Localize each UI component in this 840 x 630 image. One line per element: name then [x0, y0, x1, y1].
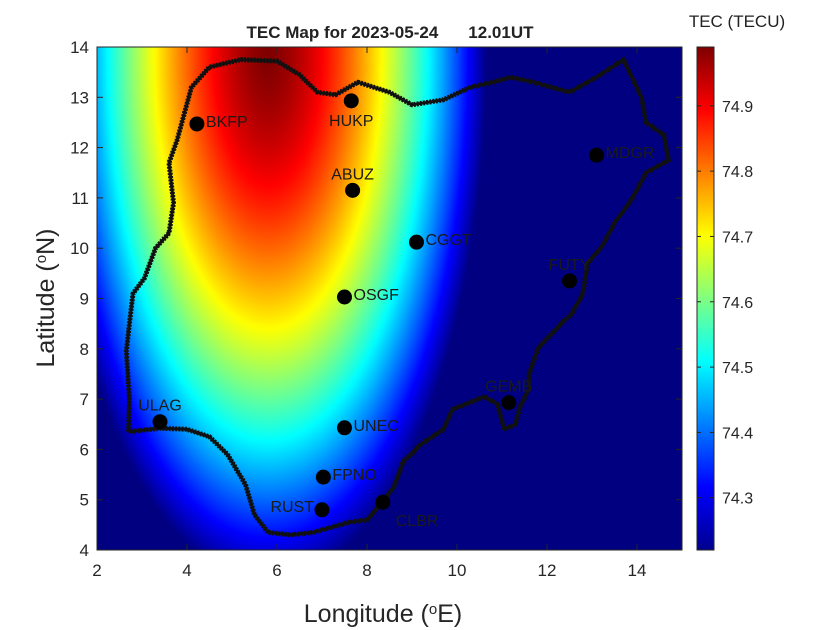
x-tick-label: 4 — [182, 561, 191, 580]
y-tick-label: 13 — [70, 88, 89, 107]
station-clbr: CLBR — [375, 494, 439, 530]
y-tick-label: 8 — [80, 340, 89, 359]
station-label: GEMB — [485, 379, 532, 396]
chart-title-time: 12.01UT — [468, 23, 534, 42]
station-marker — [314, 502, 330, 518]
station-marker — [589, 147, 604, 163]
station-label: OSGF — [354, 287, 400, 304]
station-label: BKFP — [206, 114, 248, 131]
x-tick-label: 8 — [362, 561, 371, 580]
colorbar-label: TEC (TECU) — [689, 12, 785, 31]
station-mdgr: MDGR — [589, 145, 654, 163]
y-axis-label-unit: N — [32, 237, 60, 255]
x-axis-ticks: 2 4 6 8 10 12 14 — [92, 47, 646, 580]
y-tick-label: 12 — [70, 139, 89, 158]
station-marker — [337, 420, 352, 436]
plot-area: BKFP HUKP ABUZ MDGR CGGT FUTY OSGF GEMB ULAG UNEC… — [96, 46, 683, 551]
station-marker — [375, 494, 391, 510]
station-unec: UNEC — [337, 418, 399, 436]
y-tick-label: 5 — [80, 491, 89, 510]
colorbar-tick-label: 74.5 — [722, 360, 753, 377]
colorbar-gradient — [697, 47, 714, 550]
chart-title-main: TEC Map for 2023-05-24 — [247, 23, 439, 42]
station-abuz: ABUZ — [331, 166, 374, 198]
station-label: CLBR — [396, 513, 439, 530]
station-label: UNEC — [354, 418, 399, 435]
colorbar-tick-label: 74.4 — [722, 425, 753, 442]
y-tick-label: 6 — [80, 440, 89, 459]
x-axis-label: Longitude (oE) — [304, 600, 462, 628]
station-label: ULAG — [138, 398, 182, 415]
station-rust: RUST — [270, 499, 330, 518]
station-gemb: GEMB — [485, 379, 532, 411]
station-label: MDGR — [606, 145, 655, 162]
x-tick-label: 10 — [448, 561, 467, 580]
station-marker — [501, 395, 517, 411]
y-axis-label-text: Latitude — [32, 279, 60, 368]
colorbar: TEC (TECU) 74.3 74.4 74.5 74.6 74.7 74.8 74.9 — [689, 12, 785, 551]
colorbar-tick-label: 74.3 — [722, 491, 753, 508]
y-tick-label: 7 — [80, 390, 89, 409]
y-tick-label: 10 — [70, 239, 89, 258]
nigeria-boundary-layer — [123, 57, 671, 538]
colorbar-tick-label: 74.7 — [722, 229, 753, 246]
colorbar-tick-label: 74.9 — [722, 99, 753, 116]
station-label: ABUZ — [331, 166, 374, 183]
y-tick-label: 9 — [80, 290, 89, 309]
colorbar-frame — [696, 46, 715, 551]
x-tick-label: 6 — [272, 561, 281, 580]
station-marker — [343, 93, 359, 109]
station-marker — [409, 234, 424, 250]
colorbar-tick-label: 74.8 — [722, 164, 753, 181]
station-osgf: OSGF — [337, 287, 399, 305]
country-boundary-core — [124, 58, 670, 537]
station-label: FUTY — [549, 257, 591, 274]
y-tick-label: 4 — [80, 541, 89, 560]
y-axis-label: Latitude (oN) — [32, 229, 60, 368]
station-ulag: ULAG — [138, 398, 182, 430]
station-hukp: HUKP — [329, 93, 373, 130]
station-marker — [345, 182, 361, 198]
station-bkfp: BKFP — [189, 114, 248, 132]
station-cggt: CGGT — [409, 232, 472, 250]
x-tick-label: 12 — [538, 561, 557, 580]
station-marker — [562, 273, 577, 289]
stations-layer: BKFP HUKP ABUZ MDGR CGGT FUTY OSGF GEMB ULAG UNEC… — [138, 93, 654, 530]
x-tick-label: 14 — [628, 561, 647, 580]
station-label: FPNO — [332, 467, 376, 484]
x-tick-label: 2 — [92, 561, 101, 580]
station-label: HUKP — [329, 113, 373, 130]
station-label: CGGT — [426, 232, 472, 249]
colorbar-ticks: 74.3 74.4 74.5 74.6 74.7 74.8 74.9 — [697, 99, 753, 508]
station-marker — [152, 414, 168, 430]
station-fpno: FPNO — [315, 467, 377, 485]
x-axis-label-unit: E — [437, 600, 454, 628]
colorbar-tick-label: 74.6 — [722, 295, 753, 312]
station-label: RUST — [270, 499, 314, 516]
y-tick-label: 11 — [71, 189, 89, 208]
chart-title: TEC Map for 2023-05-24 12.01UT — [247, 23, 535, 42]
station-marker — [315, 469, 331, 485]
x-axis-label-text: Longitude — [304, 600, 414, 628]
station-marker — [337, 289, 352, 305]
y-axis-ticks: 4 5 6 7 8 9 10 11 12 13 14 — [70, 38, 682, 560]
y-tick-label: 14 — [70, 38, 89, 57]
station-futy: FUTY — [549, 257, 591, 289]
station-marker — [189, 116, 205, 132]
